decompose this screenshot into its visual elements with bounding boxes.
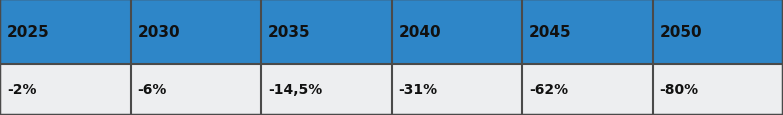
Text: -6%: -6% xyxy=(138,83,167,97)
Text: -14,5%: -14,5% xyxy=(268,83,323,97)
Bar xyxy=(0,64,131,115)
Text: 2050: 2050 xyxy=(659,25,702,40)
Text: -2%: -2% xyxy=(7,83,37,97)
Bar xyxy=(652,0,783,64)
Bar xyxy=(522,0,652,64)
Bar xyxy=(131,0,261,64)
Bar xyxy=(652,64,783,115)
Bar xyxy=(392,0,522,64)
Bar xyxy=(131,64,261,115)
Bar xyxy=(522,64,652,115)
Text: 2040: 2040 xyxy=(399,25,441,40)
Text: -80%: -80% xyxy=(659,83,698,97)
Text: 2035: 2035 xyxy=(268,25,311,40)
Text: 2045: 2045 xyxy=(529,25,572,40)
Text: -31%: -31% xyxy=(399,83,438,97)
Text: 2030: 2030 xyxy=(138,25,180,40)
Text: -62%: -62% xyxy=(529,83,568,97)
Bar xyxy=(261,0,392,64)
Bar xyxy=(0,0,131,64)
Text: 2025: 2025 xyxy=(7,25,50,40)
Bar xyxy=(261,64,392,115)
Bar xyxy=(392,64,522,115)
